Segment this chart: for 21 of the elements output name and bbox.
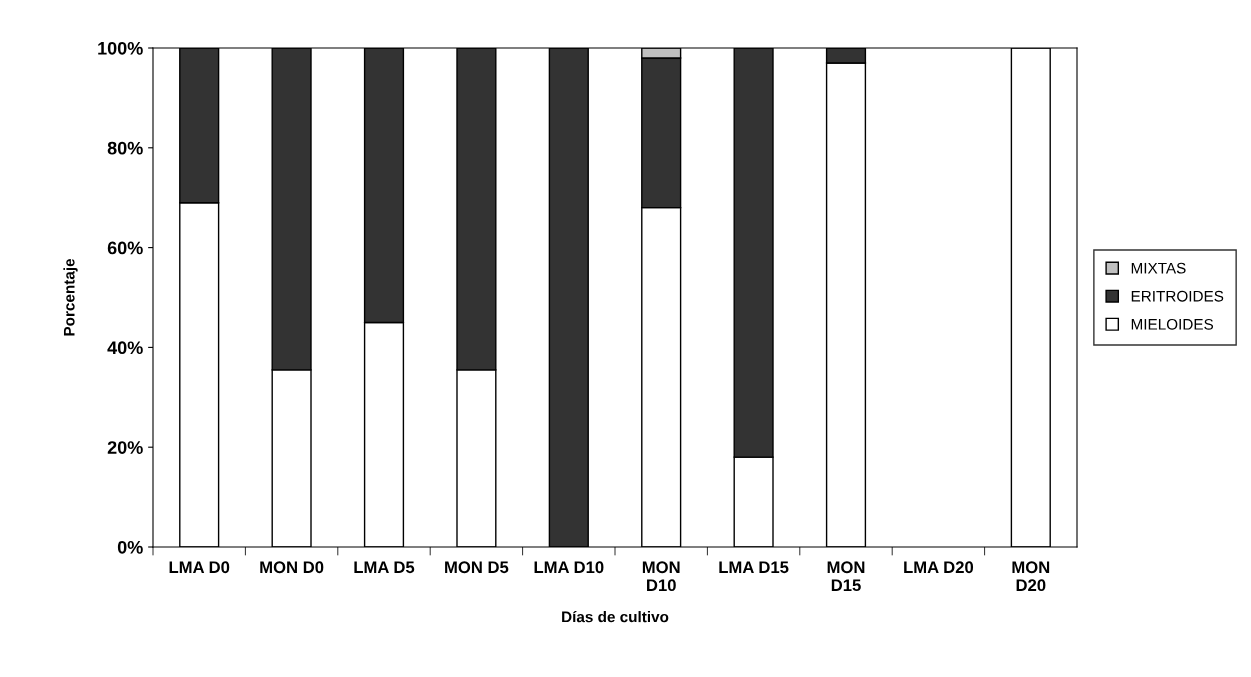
x-tick-label: LMA D0 — [169, 561, 230, 574]
x-tick-label: MON D15 — [827, 561, 865, 592]
x-axis-title: Días de cultivo — [562, 610, 669, 623]
x-tick-label: MON D5 — [445, 561, 509, 574]
legend-label: MIELOIDES — [1131, 318, 1214, 330]
x-tick-label: LMA D10 — [534, 561, 604, 574]
y-tick-label: 60% — [107, 241, 143, 255]
y-tick-label: 40% — [107, 341, 143, 355]
x-tick-label: MON D10 — [642, 561, 680, 592]
x-tick-label: LMA D5 — [354, 561, 415, 574]
legend-label: ERITROIDES — [1131, 290, 1224, 302]
legend-label: MIXTAS — [1131, 262, 1186, 274]
y-tick-label: 100% — [98, 41, 143, 55]
x-tick-label: MON D0 — [260, 561, 324, 574]
x-tick-label: MON D20 — [1012, 561, 1050, 592]
y-tick-label: 20% — [107, 441, 143, 454]
y-axis-title: Porcentaje — [63, 258, 78, 336]
y-tick-label: 80% — [107, 141, 143, 155]
x-tick-label: LMA D15 — [719, 561, 789, 574]
y-tick-label: 0% — [117, 540, 143, 554]
x-tick-label: LMA D20 — [904, 561, 974, 574]
